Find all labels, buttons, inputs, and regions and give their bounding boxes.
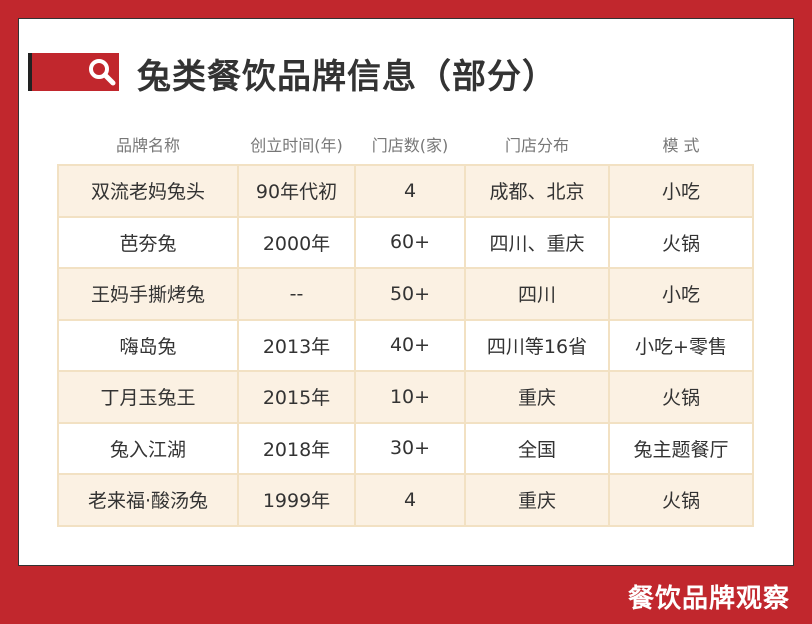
table-cell: 兔主题餐厅 [608,421,754,475]
table-cell: 兔入江湖 [57,421,239,475]
table-cell: 2000年 [237,215,356,269]
column-header: 模 式 [662,135,700,155]
table-row: 芭夯兔 2000年 60+ 四川、重庆 火锅 [57,215,754,269]
table-cell: 50+ [354,267,466,321]
table-cell: 丁月玉兔王 [57,370,239,424]
table-cell: 四川、重庆 [464,215,610,269]
table-cell: 火锅 [608,473,754,527]
table-cell: 双流老妈兔头 [57,164,239,218]
table-cell: 40+ [354,318,466,372]
table-cell: 王妈手撕烤兔 [57,267,239,321]
table-cell: 重庆 [464,370,610,424]
table-cell: 60+ [354,215,466,269]
column-header: 门店分布 [504,135,569,155]
table-cell: 小吃 [608,164,754,218]
table-cell: 小吃 [608,267,754,321]
table-cell: 小吃+零售 [608,318,754,372]
table-row: 嗨岛兔 2013年 40+ 四川等16省 小吃+零售 [57,318,754,372]
table-cell: -- [237,267,356,321]
table-cell: 四川等16省 [464,318,610,372]
table-cell: 火锅 [608,215,754,269]
table-cell: 90年代初 [237,164,356,218]
page-title: 兔类餐饮品牌信息（部分） [137,57,557,97]
table-cell: 嗨岛兔 [57,318,239,372]
column-header: 创立时间(年) [250,135,343,155]
header-accent-dark [28,53,32,91]
column-header: 品牌名称 [115,135,180,155]
info-card: 兔类餐饮品牌信息（部分） 品牌名称 创立时间(年) 门店数(家) 门店分布 模 式 双流… [18,18,794,566]
table-cell: 重庆 [464,473,610,527]
table-cell: 2015年 [237,370,356,424]
table-cell: 2013年 [237,318,356,372]
table-cell: 四川 [464,267,610,321]
table-row: 丁月玉兔王 2015年 10+ 重庆 火锅 [57,370,754,424]
column-header: 门店数(家) [371,135,449,155]
footer-brand: 餐饮品牌观察 [627,584,790,614]
table-cell: 10+ [354,370,466,424]
table-cell: 1999年 [237,473,356,527]
table-cell: 4 [354,473,466,527]
table-row: 老来福·酸汤兔 1999年 4 重庆 火锅 [57,473,754,527]
search-icon [89,59,116,86]
table-row: 兔入江湖 2018年 30+ 全国 兔主题餐厅 [57,421,754,475]
table-row: 双流老妈兔头 90年代初 4 成都、北京 小吃 [57,164,754,218]
table-cell: 2018年 [237,421,356,475]
table-cell: 4 [354,164,466,218]
table-cell: 全国 [464,421,610,475]
table-cell: 芭夯兔 [57,215,239,269]
table-cell: 成都、北京 [464,164,610,218]
brand-table: 品牌名称 创立时间(年) 门店数(家) 门店分布模 式 双流老妈兔头 90年代初 4 成都、… [57,123,754,527]
table-cell: 火锅 [608,370,754,424]
table-cell: 30+ [354,421,466,475]
table-row: 王妈手撕烤兔 -- 50+ 四川 小吃 [57,267,754,321]
table-cell: 老来福·酸汤兔 [57,473,239,527]
